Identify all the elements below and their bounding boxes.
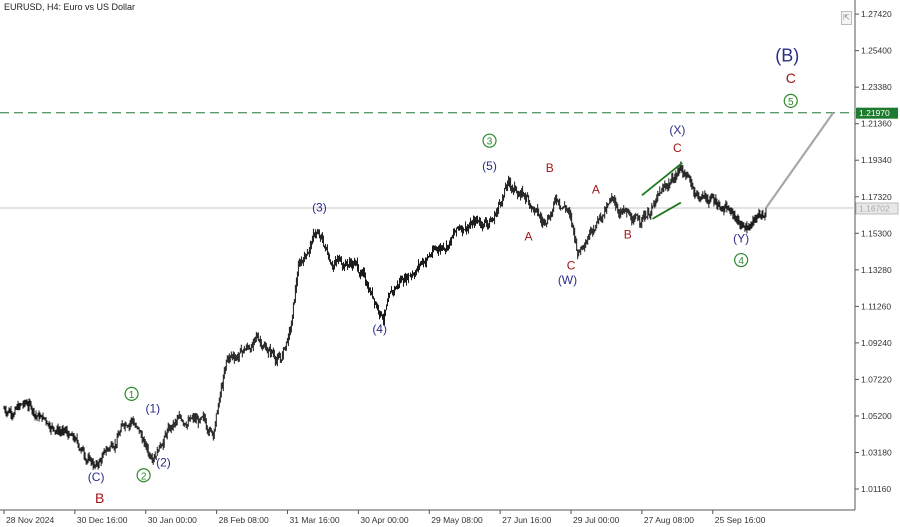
x-tick-label: 25 Sep 16:00	[715, 515, 766, 525]
y-tick-label: 1.27420	[861, 9, 892, 19]
current-price-label: 1.16702	[859, 203, 890, 213]
x-tick-label: 30 Jan 00:00	[148, 515, 197, 525]
resistance-price-label: 1.21970	[859, 108, 890, 118]
x-tick-label: 29 May 08:00	[431, 515, 483, 525]
y-tick-label: 1.09240	[861, 338, 892, 348]
chart-title: EURUSD, H4: Euro vs US Dollar	[4, 2, 136, 12]
y-tick-label: 1.11260	[861, 301, 891, 311]
x-tick-label: 30 Dec 16:00	[77, 515, 128, 525]
y-tick-label: 1.17320	[861, 192, 892, 202]
wave-label: 2	[141, 471, 147, 482]
wave-label: (W)	[558, 273, 577, 287]
wave-label: B	[624, 228, 632, 242]
wave-label-circle	[734, 252, 749, 268]
y-tick-label: 1.23380	[861, 82, 892, 92]
y-tick-label: 1.21360	[861, 119, 892, 129]
wave-label: (Y)	[733, 231, 749, 245]
wave-label: (C)	[88, 470, 105, 484]
wave-label: A	[524, 230, 532, 244]
x-axis: 28 Nov 2024 30 Dec 16:00 30 Jan 00:00 28 Fe…	[3, 510, 766, 525]
wave-labels: (C)B1(1)(2)2(3)(4)3(5) BAC(W)AB(X)C(Y)4(B…	[88, 45, 799, 505]
wave-label: C	[786, 70, 796, 86]
y-axis: 1.27420 1.25400 1.23380 1.21360 1.19340 1.173…	[855, 9, 892, 494]
x-tick-label: 29 Jul 00:00	[573, 515, 620, 525]
wave-label: 1	[129, 390, 135, 401]
x-tick-label: 27 Jun 16:00	[502, 515, 551, 525]
wave-label: (3)	[312, 201, 327, 215]
wave-label-circle	[124, 386, 139, 401]
x-tick-label: 28 Nov 2024	[6, 515, 54, 525]
y-tick-label: 1.01160	[861, 484, 891, 494]
wave-label: (2)	[156, 456, 171, 470]
x-tick-label: 30 Apr 00:00	[360, 515, 408, 525]
wave-label: A	[592, 183, 600, 197]
wave-label: (B)	[775, 45, 799, 65]
resistance-price-tag	[856, 107, 898, 119]
wave-label: 5	[788, 97, 794, 108]
wave-label-circle	[783, 93, 798, 108]
wave-label-circle	[136, 468, 151, 483]
y-tick-label: 1.15300	[861, 228, 892, 238]
projection-line	[765, 112, 835, 209]
x-tick-label: 28 Feb 08:00	[219, 515, 269, 525]
y-tick-label: 1.13280	[861, 265, 892, 275]
y-tick-label: 1.03180	[861, 447, 892, 457]
x-tick-label: 31 Mar 16:00	[290, 515, 340, 525]
wave-label: B	[95, 490, 104, 506]
y-tick-label: 1.07220	[861, 374, 892, 384]
wave-label: (4)	[372, 322, 387, 336]
wave-label: B	[546, 161, 554, 175]
wave-label-circle	[482, 133, 497, 148]
wave-label: 4	[738, 256, 744, 267]
y-tick-label: 1.25400	[861, 46, 892, 56]
y-tick-label: 1.19340	[861, 155, 892, 165]
candles	[3, 161, 767, 470]
trendline	[652, 201, 682, 220]
current-price-tag	[855, 202, 899, 215]
y-tick-label: 1.05200	[861, 411, 892, 421]
wave-label: 3	[487, 137, 493, 148]
wave-label: (1)	[146, 401, 161, 415]
wave-label: C	[567, 258, 576, 272]
x-tick-label: 27 Aug 08:00	[644, 515, 694, 525]
chart-shift-icon[interactable]: ⇱	[841, 11, 852, 25]
wave-label: C	[673, 141, 682, 155]
wave-label: (X)	[669, 123, 685, 137]
wave-label: (5)	[482, 159, 497, 173]
trendline	[641, 162, 683, 197]
